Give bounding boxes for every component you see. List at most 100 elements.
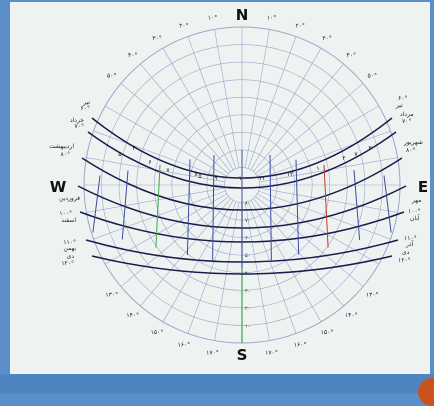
azimuth-label: ۱۴۰° (345, 312, 358, 319)
month-labels-left: تیر ۶۰° خرداد ۷۰° اردیبهشت ۸۰° فروردین ۱… (49, 99, 90, 267)
altitude-label: ۱۰ (245, 323, 250, 329)
azimuth-spoke (214, 29, 240, 168)
azimuth-spoke (247, 36, 297, 169)
azimuth-label: ۱۵۰° (321, 329, 334, 336)
hour-line (353, 170, 361, 241)
month-left-5-deg: ۱۱۰° (63, 239, 76, 246)
month-left-1: خرداد (70, 117, 84, 124)
month-right-0-deg: ۶۰° (398, 95, 407, 102)
azimuth-spoke (187, 36, 237, 169)
hour-line (121, 170, 129, 240)
hour-label: ۵ (118, 151, 121, 158)
azimuth-spoke (257, 105, 379, 177)
hour-label: ۷ (354, 151, 358, 158)
azimuth-spoke (255, 83, 364, 174)
hour-line (212, 155, 215, 262)
month-left-1-deg: ۷۰° (75, 123, 84, 130)
azimuth-label: ۱۵۰° (151, 329, 164, 336)
month-right-2-deg: ۸۰° (406, 147, 415, 154)
azimuth-label: ۱۶۰° (178, 342, 191, 349)
hour-label: ۱۲ (287, 171, 293, 178)
azimuth-label: ۱۷۰° (206, 349, 219, 356)
altitude-label: ۷۰ (245, 218, 250, 224)
azimuth-spoke (250, 48, 322, 170)
month-right-5-deg: ۱۱۰° (404, 235, 417, 242)
month-left-0-deg: ۶۰° (81, 105, 90, 112)
month-left-2-deg: ۸۰° (61, 151, 70, 158)
hour-label: ۴ (132, 145, 135, 152)
bottom-band (0, 374, 434, 394)
azimuth-label: ۵۰° (107, 73, 116, 80)
hour-label: ۱ (316, 165, 319, 172)
azimuth-label: ۱۷۰° (265, 349, 278, 356)
month-right-4: آبان (410, 213, 420, 222)
sun-path-diagram: N S E W ۱۰°۲۰°۳۰°۴۰°۵۰°۱۳۰°۱۴۰°۱۵۰°۱۶۰°۱… (49, 6, 428, 364)
south-label: S (237, 346, 248, 364)
azimuth-spoke (120, 83, 229, 174)
hour-line (383, 175, 392, 233)
west-label: W (50, 178, 67, 196)
azimuth-label: ۳۰° (152, 35, 161, 42)
month-right-6-deg: ۱۲۰° (398, 257, 411, 264)
month-right-6: دی (402, 249, 410, 256)
month-right-1-deg: ۷۰° (402, 118, 411, 125)
hour-line (155, 164, 161, 248)
altitude-label: ۲۰ (245, 306, 250, 312)
azimuth-spoke (187, 201, 237, 334)
azimuth-spoke (258, 190, 391, 240)
azimuth-spoke (253, 63, 344, 172)
hour-label: ۱۰ (239, 175, 245, 182)
azimuth-spoke (86, 187, 225, 213)
hour-lines (92, 150, 392, 268)
month-left-3: فروردین (59, 195, 80, 202)
azimuth-spoke (255, 196, 364, 287)
month-right-1: مرداد (400, 111, 414, 118)
hour-line (269, 155, 272, 262)
hour-line (295, 159, 300, 255)
hour-line (186, 159, 191, 256)
azimuth-spoke (214, 202, 240, 341)
azimuth-label: ۱۳۰° (105, 291, 118, 298)
altitude-label: ۵۰ (245, 253, 250, 259)
hour-line (92, 175, 101, 233)
azimuth-label: ۲۰° (179, 22, 188, 29)
altitude-labels: ۸۰ ۷۰ ۶۰ ۵۰ ۴۰ ۳۰ ۲۰ ۱۰ (245, 201, 250, 330)
month-labels-right: ۶۰° تیر مرداد ۷۰° شهریور ۸۰° مهر ۱۰۰° آب… (395, 95, 423, 264)
month-left-2: اردیبهشت (49, 143, 74, 150)
altitude-label: ۶۰ (245, 236, 250, 242)
azimuth-spoke (250, 200, 322, 322)
azimuth-spokes (84, 27, 400, 343)
hour-label: ۸ (194, 171, 198, 178)
azimuth-spoke (93, 190, 226, 240)
month-left-4: اسفند (61, 217, 76, 224)
azimuth-spoke (259, 187, 398, 213)
hour-label: ۵ (198, 173, 201, 180)
month-left-5: بهمن (64, 245, 77, 252)
hour-line (323, 164, 329, 248)
azimuth-spoke (120, 196, 229, 287)
sun-path-curve (91, 255, 393, 275)
altitude-label: ۸۰ (245, 201, 250, 207)
azimuth-spoke (258, 130, 391, 180)
month-left-0: تیر (82, 99, 90, 106)
azimuth-spoke (93, 130, 226, 180)
azimuth-spoke (105, 105, 227, 177)
azimuth-label: ۵۰° (368, 73, 377, 80)
hour-label: ۲ (342, 155, 345, 162)
month-right-5: آذر (405, 239, 414, 248)
azimuth-spoke (105, 193, 227, 265)
azimuth-label: ۲۰° (295, 22, 304, 29)
azimuth-label: ۱۶۰° (294, 342, 307, 349)
hour-label: ۱۱ (259, 175, 265, 182)
east-label: E (418, 178, 428, 196)
azimuth-label: ۱۰° (267, 15, 276, 22)
altitude-label: ۳۰ (245, 288, 250, 294)
azimuth-spoke (162, 48, 234, 170)
month-right-4-deg: ۱۰۰° (408, 208, 421, 215)
azimuth-spoke (244, 202, 270, 341)
month-left-6: دی (67, 253, 75, 260)
azimuth-label: ۱۴۰° (126, 312, 139, 319)
azimuth-label: ۴۰° (128, 52, 137, 59)
hour-label: ۳ (368, 145, 372, 152)
azimuth-label: ۱۳۰° (366, 291, 379, 298)
